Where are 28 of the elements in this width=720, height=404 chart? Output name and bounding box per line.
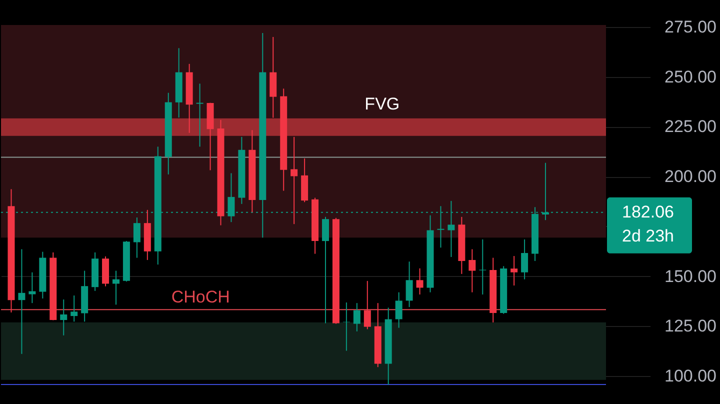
- candlestick: [290, 136, 298, 225]
- y-tick-label: 125.00: [664, 316, 716, 336]
- candlestick: [28, 272, 36, 304]
- candlestick: [322, 216, 329, 324]
- candlestick: [468, 248, 476, 293]
- candlestick: [395, 292, 402, 328]
- candlestick: [196, 83, 204, 148]
- candlestick: [406, 261, 413, 308]
- candlestick: [60, 298, 68, 336]
- ref-line-label: 182.06: [622, 202, 674, 222]
- candlestick: [416, 268, 424, 295]
- y-tick-label: 275.00: [664, 17, 716, 36]
- ref-line-label: CHoCH: [171, 288, 230, 307]
- annotation: 2d 23h: [622, 226, 674, 246]
- y-tick-label: 150.00: [664, 266, 716, 286]
- y-tick-label: 100.00: [664, 366, 716, 386]
- candlestick: [133, 216, 140, 258]
- candlestick: [521, 238, 528, 280]
- y-tick-label: 250.00: [664, 67, 716, 86]
- candlestick: [364, 280, 371, 330]
- y-tick-label: 225.00: [664, 117, 716, 136]
- band-label: FVG: [364, 94, 400, 114]
- candlestick: [112, 270, 120, 306]
- y-tick-label: 200.00: [664, 167, 716, 186]
- candlestick: [70, 294, 78, 322]
- candlestick: [510, 255, 518, 286]
- candlestick: [353, 302, 360, 332]
- candlestick: [18, 248, 26, 354]
